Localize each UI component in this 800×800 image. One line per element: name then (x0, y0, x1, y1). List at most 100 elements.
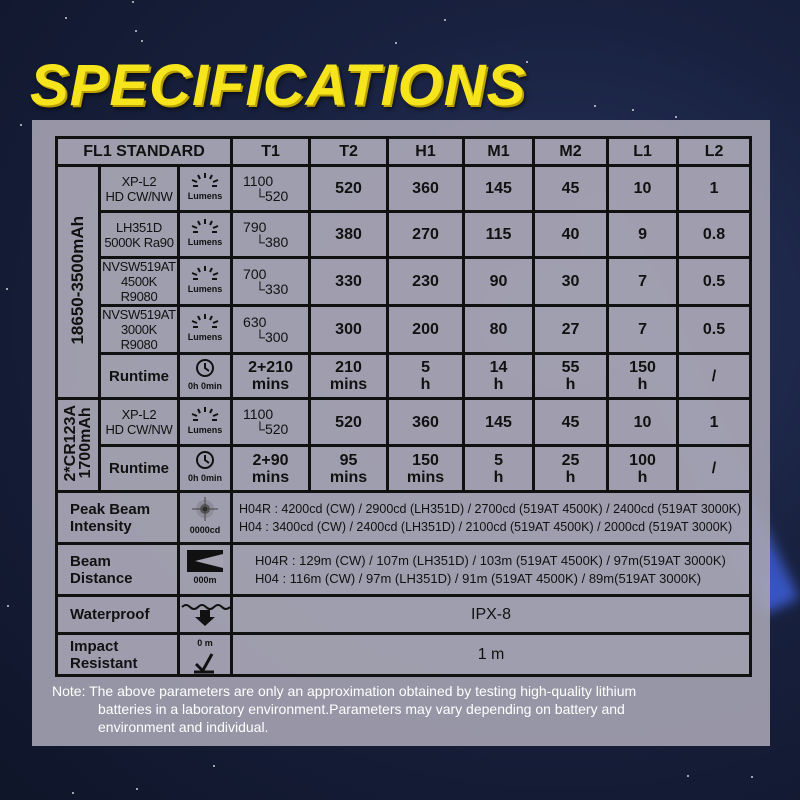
lumens-value: 10 (606, 164, 680, 213)
runtime-value: 150 h (606, 352, 680, 400)
t1-sustained: 300 (264, 328, 289, 345)
lumens-icon-cell: Lumens (176, 164, 234, 213)
runtime-value-line-2: mins (251, 468, 290, 486)
peak-label-line-1: Peak Beam (70, 500, 151, 518)
lumens-value: 145 (462, 164, 536, 213)
star (443, 19, 446, 22)
impact-icon-label: 0 m (197, 638, 213, 648)
peak-beam-intensity-value: H04R : 4200cd (CW) / 2900cd (LH351D) / 2… (230, 490, 753, 545)
t1-value: 790 └380 (230, 210, 312, 259)
battery-cr123a-label: 2*CR123A 1700mAh (62, 405, 94, 481)
lumens-value: 200 (386, 304, 466, 355)
distance-label-line-1: Beam (70, 552, 111, 570)
lumens-icon-label: Lumens (187, 332, 223, 342)
lumens-icon: Lumens (180, 218, 230, 251)
lumens-value: 520 (308, 164, 390, 213)
runtime-value: 55 h (532, 352, 610, 400)
star (594, 105, 597, 108)
runtime-value-line-1: 25 (561, 451, 580, 469)
lumens-value: 330 (308, 256, 390, 307)
lumens-value: 520 (308, 397, 390, 447)
clock-icon: 0h 0min (180, 358, 230, 395)
runtime-value-line-1: 2+90 (252, 451, 289, 469)
header-m2: M2 (532, 136, 610, 167)
runtime-value-line-2: mins (251, 376, 290, 393)
runtime-value-line-1: 150 (412, 451, 439, 469)
battery-18650-label: 18650-3500mAh (68, 215, 87, 345)
table-row: NVSW519AT 4500K R9080 Lumens 700 └330 330 230 9… (57, 256, 753, 307)
peak-beam-intensity-icon: 0000cd (180, 496, 230, 539)
star (136, 788, 139, 791)
distance-label-line-2: Distance (70, 569, 133, 587)
header-l2: L2 (676, 136, 753, 167)
peak-label-line-2: Intensity (70, 517, 132, 535)
beam-distance-icon-cell: 000m (176, 542, 234, 597)
peak-beam-intensity-icon-cell: 0000cd (176, 490, 234, 545)
impact-label-line-1: Impact (70, 637, 119, 655)
t1-sustained: 380 (264, 233, 289, 250)
runtime-value-line-2: h (637, 468, 648, 486)
star (632, 109, 635, 112)
header-m1: M1 (462, 136, 536, 167)
impact-resistant-icon: 0 m (180, 635, 230, 674)
led-model: NVSW519AT 4500K R9080 (98, 256, 180, 307)
t1-peak: 1100 (243, 172, 274, 189)
note-line-3: environment and individual. (98, 719, 269, 735)
waterproof-icon-cell (176, 594, 234, 635)
battery-18650: 18650-3500mAh (55, 164, 101, 400)
peak-beam-intensity-icon-label: 0000cd (189, 525, 221, 535)
note-line-1: Note: The above parameters are only an a… (52, 683, 637, 699)
t1-peak: 1100 (243, 406, 274, 422)
t1-sustained: 520 (264, 421, 289, 437)
t1-sustained: 330 (264, 280, 289, 297)
runtime-value-line-1: / (711, 460, 717, 477)
lumens-value: 0.8 (676, 210, 753, 259)
runtime-value: 14 h (462, 352, 536, 400)
lumens-icon-label: Lumens (187, 237, 223, 247)
led-model-line-2: HD CW/NW (105, 422, 173, 437)
t1-peak: 630 (243, 313, 267, 330)
peak-line-line-2: H04 : 3400cd (CW) / 2400cd (LH351D) / 21… (239, 519, 733, 534)
header-t2: T2 (308, 136, 390, 167)
star (322, 87, 325, 90)
runtime-value-line-2: mins (329, 468, 368, 486)
lumens-value: 9 (606, 210, 680, 259)
impact-resistant-value: 1 m (230, 632, 753, 677)
star (395, 41, 398, 44)
lumens-value: 360 (386, 397, 466, 447)
lumens-value: 45 (532, 397, 610, 447)
runtime-value-line-2: mins (406, 468, 445, 486)
lumens-value: 230 (386, 256, 466, 307)
runtime-value-line-2: h (420, 376, 431, 393)
header-fl1-standard: FL1 STANDARD (54, 136, 234, 167)
runtime-value-line-1: 150 (629, 359, 656, 376)
runtime-row: Runtime 0h 0min 2+90 mins 95 mins 150 mins 5 h 25 h… (57, 444, 753, 493)
lumens-icon-label: Lumens (187, 284, 223, 294)
lumens-value: 360 (386, 164, 466, 213)
peak-beam-intensity-row: Peak Beam Intensity 0000cd H04R : 4200cd (C… (55, 490, 753, 545)
led-model-line-1: XP-L2 (121, 173, 157, 189)
lumens-icon: Lumens (180, 313, 230, 346)
lumens-value: 10 (606, 397, 680, 447)
beam-distance-label: Beam Distance (55, 542, 180, 597)
runtime-value-line-1: 2+210 (248, 359, 293, 376)
led-model-line-2: 4500K R9080 (120, 274, 158, 304)
beam-distance-icon-label: 000m (193, 575, 217, 585)
led-model-line-1: NVSW519AT (102, 259, 176, 274)
star (131, 0, 134, 3)
t1-value: 630 └300 (230, 304, 312, 355)
led-model-line-1: NVSW519AT (102, 307, 176, 322)
lumens-value: 0.5 (676, 304, 753, 355)
t1-value: 700 └330 (230, 256, 312, 307)
peak-beam-intensity-label: Peak Beam Intensity (55, 490, 180, 545)
lumens-value: 90 (462, 256, 536, 307)
impact-resistant-row: Impact Resistant 0 m 1 m (55, 632, 753, 677)
impact-resistant-label: Impact Resistant (55, 632, 180, 677)
star (499, 69, 502, 72)
lumens-icon-label: Lumens (187, 191, 223, 201)
lumens-icon-cell: Lumens (176, 304, 234, 355)
beam-distance-icon: 000m (180, 550, 230, 589)
beam-distance-row: Beam Distance 000m H04R : 129m (CW) / 107m … (55, 542, 753, 597)
runtime-value: 210 mins (308, 352, 390, 400)
